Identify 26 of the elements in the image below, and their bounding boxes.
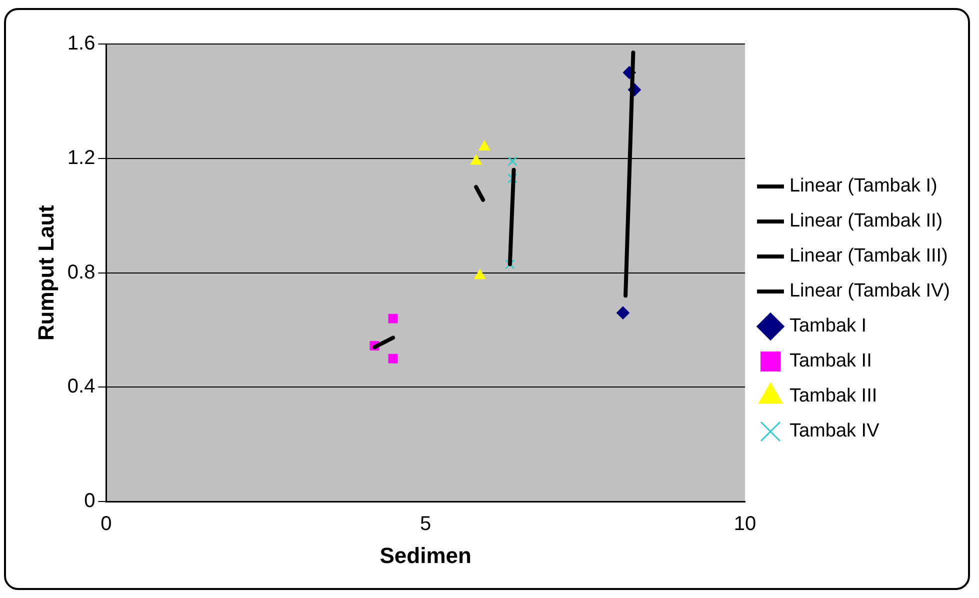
y-tick-label: 1.6	[67, 32, 96, 55]
x-tick-label: 10	[734, 513, 756, 536]
y-axis-title: Rumput Laut	[33, 204, 58, 341]
y-tick-label: 0.4	[67, 376, 96, 398]
y-tick-label: 0.8	[67, 261, 96, 284]
point	[616, 306, 630, 320]
y-tick-label: 1.2	[67, 146, 96, 169]
legend-label: Linear (Tambak IV)	[789, 280, 950, 302]
legend-label: Linear (Tambak II)	[789, 210, 943, 232]
point	[470, 154, 482, 165]
x-tick-label: 5	[420, 513, 432, 536]
x-axis-title: Sedimen	[380, 542, 472, 568]
x-tick-label: 0	[100, 513, 112, 536]
legend-label: Tambak III	[789, 386, 878, 407]
legend-label: Tambak I	[789, 316, 867, 337]
legend-label: Tambak II	[789, 350, 872, 372]
legend-label: Linear (Tambak III)	[789, 246, 948, 267]
point	[504, 259, 515, 270]
legend-label: Linear (Tambak I)	[789, 176, 938, 197]
point	[474, 269, 486, 280]
point	[388, 314, 398, 324]
y-tick-label: 0	[84, 490, 96, 512]
point	[478, 140, 490, 150]
legend-label: Tambak IV	[789, 420, 880, 442]
point	[388, 354, 398, 364]
point	[507, 156, 518, 166]
